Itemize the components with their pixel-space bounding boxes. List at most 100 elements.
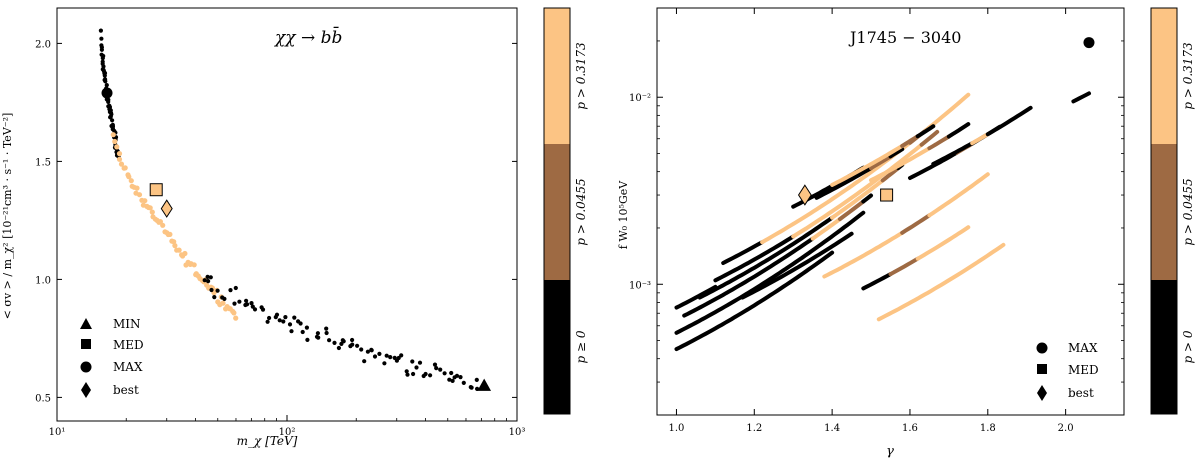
data-point	[176, 247, 182, 253]
data-point	[362, 359, 367, 364]
curve-segment-black	[861, 193, 873, 204]
right-chart: 10⁻³ 10⁻² 1.0 1.2 1.4 1.6 1.8 2.0 J1745 − 3040…	[617, 7, 1125, 459]
curve-segment-brown	[927, 134, 951, 151]
curve-segment-brown	[880, 166, 901, 183]
data-point	[336, 345, 341, 351]
data-point	[265, 319, 270, 324]
data-point	[399, 353, 404, 358]
data-point	[304, 325, 309, 330]
data-point	[233, 285, 238, 291]
data-point	[220, 300, 226, 306]
data-point	[454, 373, 460, 378]
data-point	[377, 351, 382, 356]
data-point	[434, 366, 439, 371]
special-point-med	[149, 183, 163, 197]
data-point	[442, 371, 447, 376]
y-tick-label: 0.5	[35, 393, 51, 404]
left-chart: 0.5 1.0 1.5 2.0 10¹ 10² 10³ χχ → bb̄ m_χ [TeV…	[1, 7, 525, 448]
data-point	[116, 156, 123, 162]
right-y-axis-label: f W₀ 10⁵GeV	[617, 180, 630, 249]
data-point	[147, 205, 153, 211]
data-point	[104, 83, 109, 88]
data-point	[202, 278, 207, 283]
data-point	[300, 329, 305, 335]
curve-segment-brown	[900, 213, 932, 235]
special-point-med	[880, 188, 894, 202]
data-point	[171, 239, 177, 245]
data-point	[417, 360, 423, 365]
data-point	[249, 301, 254, 306]
left-colorbar-label-high: p > 0.3173	[574, 42, 588, 110]
data-point	[277, 318, 282, 323]
data-point	[212, 295, 217, 300]
data-point	[110, 132, 116, 138]
legend-diamond-marker	[1037, 385, 1047, 401]
data-point	[118, 161, 125, 167]
data-point	[160, 222, 166, 228]
curve-segment-black	[888, 147, 905, 159]
left-y-axis-label: < σv > / m_χ² [10⁻²¹cm³ · s⁻¹ · TeV⁻²]	[1, 113, 14, 320]
data-point	[340, 338, 345, 343]
data-point	[134, 185, 140, 191]
data-point	[316, 335, 321, 340]
right-colorbar-segment-low	[1151, 280, 1177, 414]
x-tick-label: 2.0	[1058, 423, 1074, 434]
data-point	[369, 348, 374, 353]
curve-segment-orange	[830, 178, 885, 220]
data-point	[372, 354, 378, 359]
curve-segment-black	[814, 166, 873, 200]
legend-square-marker	[1037, 364, 1047, 374]
data-point	[208, 275, 213, 280]
legend-label-med: MED	[1068, 363, 1099, 377]
data-point	[324, 326, 329, 331]
right-chart-title: J1745 − 3040	[848, 28, 961, 47]
left-legend: MIN MED MAX best	[80, 317, 144, 398]
right-colorbar: p > 0 p > 0.0455 p > 0.3173	[1150, 7, 1195, 415]
curve-segment-orange	[810, 217, 842, 241]
right-plot-frame	[656, 7, 1125, 416]
curve-segment-black	[721, 240, 765, 265]
data-point	[182, 250, 188, 257]
data-point	[298, 321, 303, 326]
y-tick-label: 10⁻³	[629, 280, 651, 291]
data-point	[449, 370, 454, 376]
legend-label-best: best	[1068, 386, 1094, 400]
curve-segment-black	[713, 234, 796, 283]
data-point	[447, 377, 452, 382]
data-point	[274, 312, 280, 317]
data-point	[215, 288, 220, 293]
legend-label-med: MED	[113, 338, 144, 352]
curve-segment-black	[1071, 91, 1091, 104]
curve-segment-brown	[888, 256, 920, 277]
left-y-ticks: 0.5 1.0 1.5 2.0	[35, 39, 517, 404]
data-point	[411, 371, 416, 377]
x-tick-label: 10¹	[49, 427, 66, 438]
data-point	[126, 174, 132, 180]
left-x-ticks: 10¹ 10² 10³	[49, 415, 525, 438]
data-point	[110, 122, 115, 127]
x-tick-label: 1.2	[746, 423, 762, 434]
data-point	[191, 262, 197, 268]
curve-segment-black	[682, 236, 815, 318]
data-point	[101, 64, 106, 69]
data-point	[287, 322, 293, 327]
data-point	[355, 343, 360, 348]
curve-segment-black	[931, 141, 975, 166]
x-tick-label: 1.0	[669, 423, 685, 434]
data-point	[142, 198, 148, 204]
data-point	[359, 347, 364, 352]
data-point	[157, 219, 163, 225]
data-point	[327, 338, 332, 343]
data-point	[167, 231, 173, 237]
curve-segment-orange	[791, 142, 924, 239]
curve-segment-brown	[837, 199, 866, 222]
data-point	[102, 73, 107, 78]
data-point	[305, 337, 310, 342]
left-colorbar-segment-high	[544, 8, 570, 144]
data-point	[382, 361, 387, 366]
data-point	[324, 330, 329, 336]
data-point	[112, 138, 118, 145]
curve-segment-brown	[869, 154, 893, 171]
right-colorbar-label-mid: p > 0.0455	[1181, 178, 1195, 245]
y-tick-label: 2.0	[35, 39, 51, 50]
